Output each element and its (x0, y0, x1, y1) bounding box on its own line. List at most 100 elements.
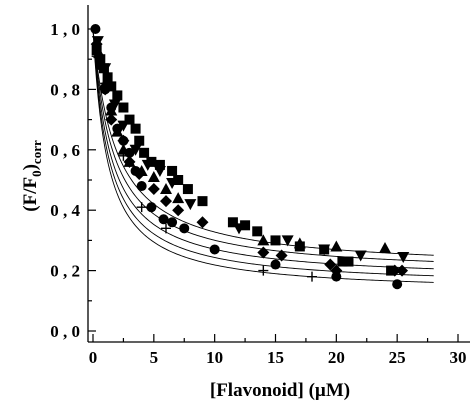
data-point-triangle-down (354, 250, 367, 262)
data-point-square (167, 165, 178, 176)
data-point-square (154, 159, 165, 170)
data-point-triangle-down (184, 199, 197, 211)
y-tick-label: 0 , 2 (50, 262, 80, 281)
x-tick-label: 15 (267, 348, 284, 367)
data-point-triangle-down (129, 144, 142, 156)
data-point-square (124, 114, 135, 125)
data-point-diamond (324, 258, 337, 271)
data-point-square (134, 135, 145, 146)
data-point-triangle-up (105, 104, 118, 116)
data-point-square (182, 184, 193, 195)
data-point-diamond (257, 246, 270, 259)
data-point-diamond (99, 83, 112, 96)
data-point-diamond (123, 155, 136, 168)
x-tick-label: 10 (206, 348, 223, 367)
data-point-square (95, 54, 106, 65)
data-point-diamond (330, 264, 343, 277)
data-point-square (118, 102, 129, 113)
data-point-triangle-down (99, 63, 112, 75)
data-point-diamond (275, 249, 288, 262)
data-point-circle (90, 24, 101, 34)
data-point-square (102, 72, 113, 83)
data-point-diamond (196, 216, 209, 229)
y-tick-label: 1 , 0 (50, 20, 80, 39)
x-tick-label: 20 (328, 348, 345, 367)
data-point-plus (307, 271, 317, 282)
data-point-square (130, 123, 141, 134)
data-point-diamond (388, 264, 401, 277)
y-tick-label: 0 , 0 (50, 322, 80, 341)
x-axis-title: [Flavonoid] (µM) (210, 380, 350, 401)
data-point-triangle-down (141, 159, 154, 171)
data-point-square (112, 90, 123, 101)
data-point-plus (118, 150, 129, 161)
y-axis-title-sub0: 0 (29, 170, 44, 177)
y-tick-label: 0 , 4 (50, 201, 80, 220)
data-point-triangle-down (166, 178, 179, 190)
x-axis-ticks: 0 5 10 15 20 25 30 (89, 334, 467, 367)
data-point-triangle-down (281, 235, 294, 247)
data-point-circle (136, 181, 147, 192)
data-point-circle (270, 259, 281, 270)
data-points (90, 24, 410, 290)
data-point-diamond (147, 183, 160, 196)
data-point-plus (258, 265, 269, 276)
data-point-triangle-up (117, 143, 130, 155)
data-point-triangle-down (233, 223, 245, 235)
data-point-square (173, 175, 184, 185)
data-point-plus (106, 114, 117, 125)
data-point-diamond (160, 195, 172, 208)
data-point-triangle-up (257, 234, 270, 246)
data-point-circle (179, 223, 190, 234)
data-point-triangle-up (293, 237, 306, 249)
data-point-diamond (133, 167, 146, 180)
y-tick-label: 0 , 8 (50, 80, 80, 99)
data-point-square (343, 256, 354, 267)
data-point-triangle-up (330, 240, 343, 252)
plot-frame (87, 5, 470, 343)
x-tick-label: 0 (89, 348, 98, 367)
data-point-circle (146, 202, 157, 213)
data-point-triangle-up (379, 241, 391, 253)
x-tick-label: 30 (450, 348, 467, 367)
data-point-circle (167, 217, 178, 228)
data-point-diamond (117, 134, 130, 147)
x-tick-label: 25 (389, 348, 406, 367)
data-point-square (252, 226, 263, 237)
data-point-triangle-down (153, 165, 166, 177)
data-point-triangle-up (147, 170, 160, 182)
y-axis-title-mid: ) (20, 164, 41, 170)
data-point-triangle-down (108, 99, 121, 111)
data-point-circle (158, 214, 169, 225)
data-point-plus (161, 223, 171, 234)
data-point-plus (100, 78, 111, 89)
data-point-diamond (172, 204, 185, 217)
data-point-triangle-up (172, 192, 185, 204)
y-axis-ticks: 0 , 0 0 , 2 0 , 4 0 , 6 0 , 8 1 , 0 (50, 20, 96, 341)
data-point-triangle-up (160, 183, 172, 195)
data-point-circle (209, 244, 220, 255)
data-point-triangle-down (397, 252, 410, 264)
y-axis-title-subscript: corr (29, 140, 44, 164)
data-point-circle (392, 279, 403, 290)
y-axis-title-main: (F/F (20, 177, 41, 212)
data-point-plus (91, 51, 102, 62)
data-point-circle (331, 271, 342, 282)
data-point-square (197, 196, 208, 207)
data-point-diamond (90, 38, 103, 51)
data-point-diamond (396, 264, 409, 277)
data-point-square (227, 217, 238, 228)
data-point-triangle-up (111, 125, 124, 137)
y-axis-title: (F/F0)corr (20, 140, 44, 212)
y-tick-label: 0 , 6 (50, 141, 80, 160)
data-point-square (240, 220, 251, 231)
fit-curve (92, 28, 434, 277)
data-point-square (139, 147, 150, 158)
data-point-triangle-down (117, 120, 130, 132)
x-tick-label: 5 (150, 348, 159, 367)
data-point-square (337, 256, 348, 267)
data-point-square (91, 45, 102, 56)
data-point-plus (136, 202, 147, 213)
data-point-triangle-down (318, 244, 331, 256)
